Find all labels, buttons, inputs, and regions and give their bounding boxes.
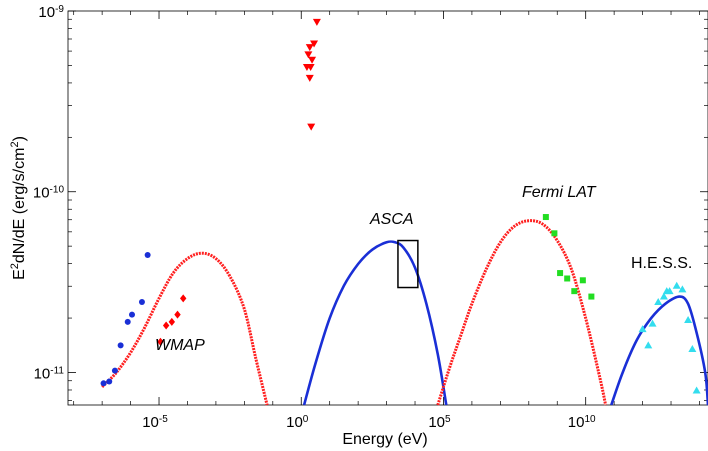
- radio-point: [117, 342, 124, 349]
- fermi-point: [557, 270, 564, 277]
- fermi-point: [542, 214, 549, 221]
- hess-point: [692, 386, 701, 394]
- fermi-point: [571, 288, 578, 295]
- plot-area: [67, 10, 708, 406]
- inverse-compton-curve: [436, 219, 608, 406]
- y-tick-label: 10-9: [38, 4, 64, 22]
- wmap-point: [168, 317, 176, 326]
- optical-upper-limits-point: [306, 64, 315, 72]
- x-tick-label: 105: [428, 414, 451, 432]
- radio-point: [138, 298, 145, 305]
- annotation-hess: H.E.S.S.: [631, 255, 692, 272]
- optical-upper-limits-point: [307, 123, 316, 131]
- radio-point: [129, 311, 135, 318]
- hess-point: [665, 287, 674, 295]
- y-tick-label: 10-11: [34, 365, 65, 383]
- x-tick-label: 1010: [568, 414, 596, 432]
- radio-point: [100, 380, 107, 387]
- y-tick-label: 10-10: [33, 184, 65, 202]
- wmap-point: [180, 294, 187, 303]
- axis-ticks: 10-5 100 105 1010 10-11 10-10 10-9: [33, 4, 708, 432]
- hess-point: [654, 297, 663, 305]
- hess-point: [638, 325, 647, 333]
- optical-upper-limits-point: [305, 44, 314, 52]
- x-tick-label: 100: [286, 414, 309, 432]
- radio-point: [144, 251, 151, 258]
- annotation-wmap: WMAP: [155, 337, 205, 354]
- hess-point: [678, 285, 687, 293]
- hess-point: [688, 344, 697, 352]
- data-points: [100, 18, 701, 394]
- fermi-point: [579, 277, 586, 284]
- fermi-point: [551, 230, 558, 237]
- wmap-point: [157, 337, 164, 346]
- xray-curve: [302, 240, 448, 406]
- wmap-point: [174, 310, 181, 319]
- radio-point: [124, 318, 131, 325]
- hess-point: [672, 281, 681, 289]
- hess-point: [659, 292, 668, 300]
- fermi-point: [564, 275, 571, 282]
- hess-point: [684, 316, 693, 324]
- optical-upper-limits-point: [312, 18, 321, 26]
- asca-error-box: [397, 239, 419, 289]
- annotation-fermi: Fermi LAT: [522, 184, 597, 201]
- hess-point: [644, 341, 653, 349]
- hess-model-curve: [610, 295, 708, 406]
- fermi-point: [588, 293, 595, 300]
- radio-point: [111, 367, 118, 374]
- wmap-point: [162, 321, 170, 330]
- y-axis-label: E2dN/dE (erg/s/cm2): [9, 136, 28, 280]
- optical-upper-limits-point: [304, 51, 313, 59]
- optical-upper-limits-point: [308, 56, 317, 64]
- annotation-asca: ASCA: [369, 211, 414, 228]
- hess-point: [648, 319, 657, 327]
- x-tick-label: 10-5: [142, 414, 168, 432]
- model-curves: [101, 219, 708, 406]
- optical-upper-limits-point: [310, 40, 319, 48]
- optical-upper-limits-point: [305, 74, 314, 82]
- radio-point: [106, 378, 113, 385]
- x-axis-label: Energy (eV): [342, 431, 427, 448]
